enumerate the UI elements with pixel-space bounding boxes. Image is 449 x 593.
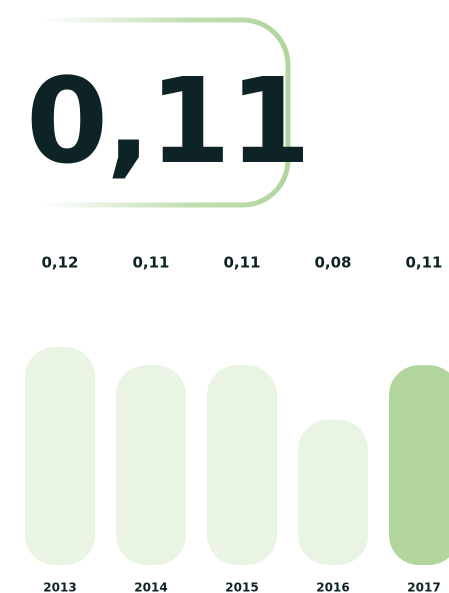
bar <box>25 347 95 565</box>
x-tick-label: 2013 <box>43 581 76 593</box>
bar <box>298 419 368 565</box>
value-label: 0,11 <box>223 254 260 272</box>
value-label: 0,08 <box>314 254 351 272</box>
x-tick-label: 2016 <box>316 581 349 593</box>
bar <box>116 365 186 565</box>
value-label: 0,11 <box>132 254 169 272</box>
x-tick-label: 2015 <box>225 581 258 593</box>
headline-frame <box>40 17 291 208</box>
bar <box>207 365 277 565</box>
x-tick-label: 2014 <box>134 581 167 593</box>
value-label: 0,12 <box>41 254 78 272</box>
x-tick-label: 2017 <box>407 581 440 593</box>
value-label: 0,11 <box>405 254 442 272</box>
bar <box>389 365 449 565</box>
headline: 0,11 <box>26 52 309 190</box>
